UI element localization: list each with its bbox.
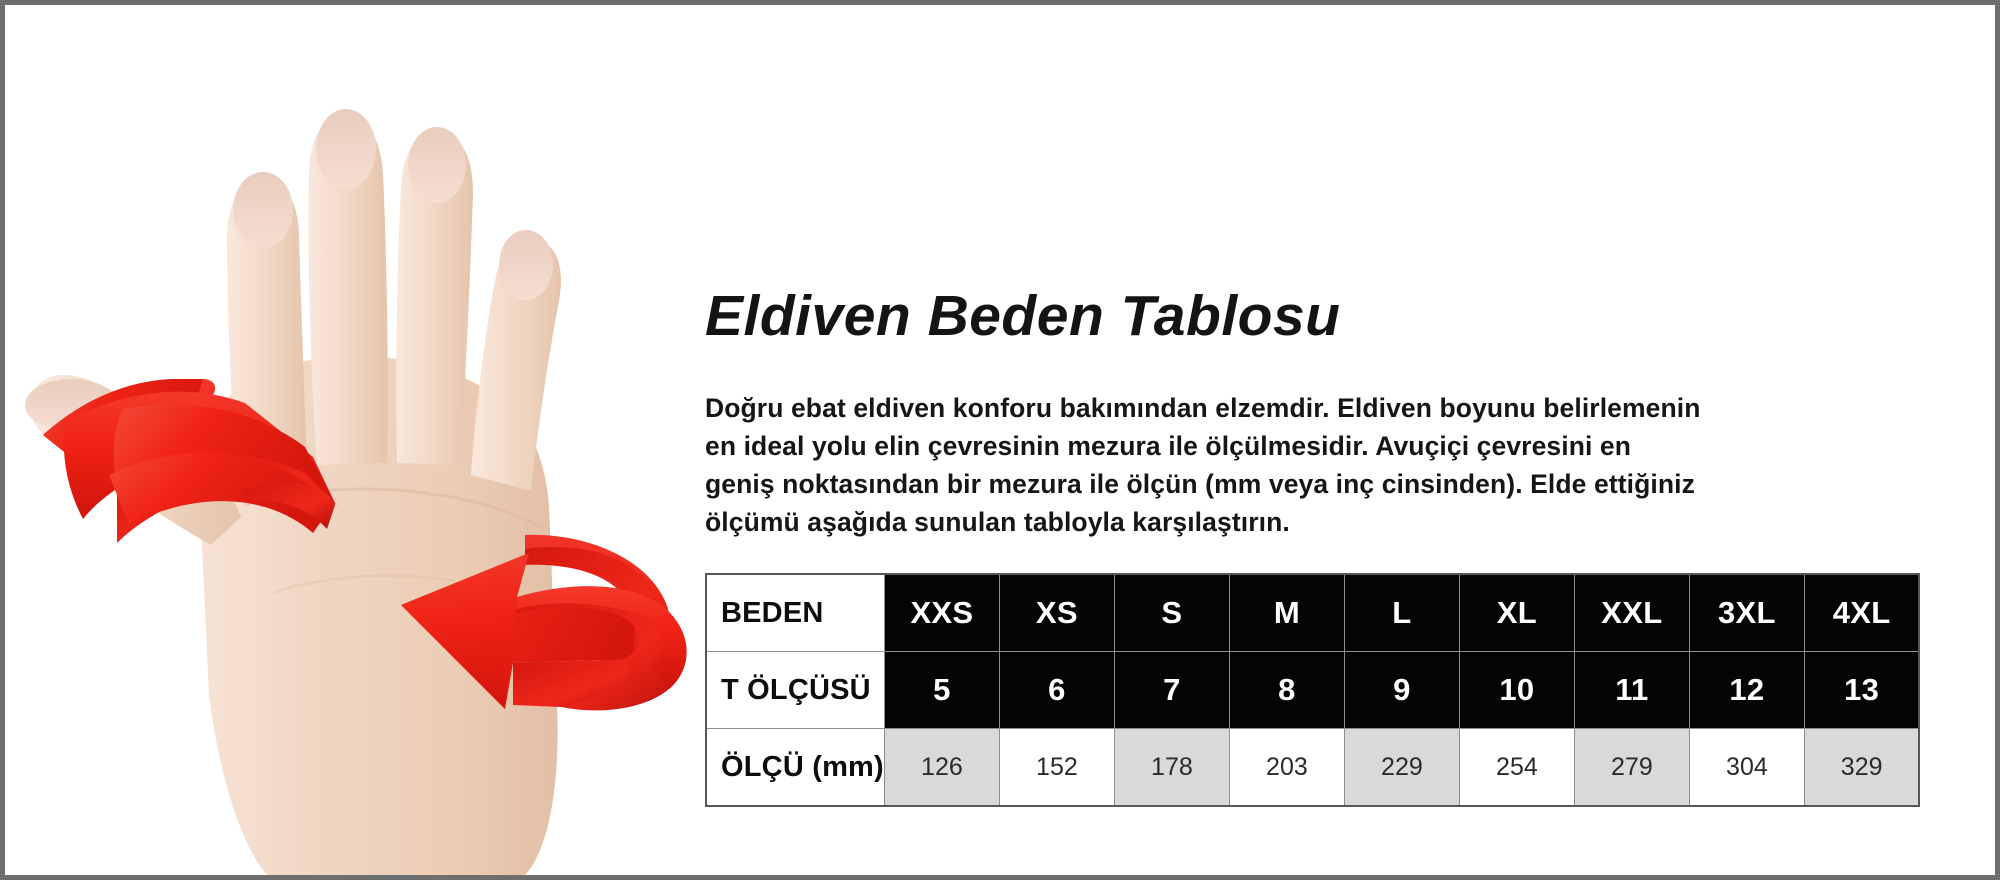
cell-t-olcusu-8: 13 — [1803, 651, 1920, 729]
content-panel: Eldiven Beden Tablosu Doğru ebat eldiven… — [705, 5, 1935, 875]
row-label-olcu-mm: ÖLÇÜ (mm) — [705, 728, 885, 807]
cell-olcu-6: 279 — [1573, 728, 1690, 807]
cell-beden-8: 4XL — [1803, 573, 1920, 652]
table-row-t-olcusu: T ÖLÇÜSÜ 5 6 7 8 9 10 11 12 13 — [705, 651, 1920, 729]
glove-size-table: BEDEN XXS XS S M L XL XXL 3XL 4XL T ÖLÇÜ… — [705, 573, 1921, 807]
cell-beden-0: XXS — [883, 573, 1000, 652]
cell-t-olcusu-6: 11 — [1573, 651, 1690, 729]
cell-t-olcusu-2: 7 — [1113, 651, 1230, 729]
cell-beden-2: S — [1113, 573, 1230, 652]
cell-olcu-2: 178 — [1113, 728, 1230, 807]
cell-beden-6: XXL — [1573, 573, 1690, 652]
cell-t-olcusu-7: 12 — [1688, 651, 1805, 729]
hand-with-red-measuring-arrow-icon — [25, 109, 687, 875]
size-table-body: BEDEN XXS XS S M L XL XXL 3XL 4XL T ÖLÇÜ… — [705, 573, 1920, 807]
row-label-t-olcusu: T ÖLÇÜSÜ — [705, 651, 885, 729]
red-arrow-blade — [109, 452, 331, 533]
cell-beden-5: XL — [1458, 573, 1575, 652]
hand-illustration — [5, 5, 695, 875]
red-arrow-head — [401, 553, 687, 711]
cell-olcu-0: 126 — [883, 728, 1000, 807]
table-row-beden: BEDEN XXS XS S M L XL XXL 3XL 4XL — [705, 573, 1920, 652]
cell-t-olcusu-0: 5 — [883, 651, 1000, 729]
cell-t-olcusu-5: 10 — [1458, 651, 1575, 729]
cell-beden-3: M — [1228, 573, 1345, 652]
table-row-olcu-mm: ÖLÇÜ (mm) 126 152 178 203 229 254 279 30… — [705, 728, 1920, 807]
cell-beden-1: XS — [998, 573, 1115, 652]
cell-olcu-8: 329 — [1803, 728, 1920, 807]
page-title: Eldiven Beden Tablosu — [705, 284, 1341, 349]
cell-olcu-5: 254 — [1458, 728, 1575, 807]
intro-paragraph: Doğru ebat eldiven konforu bakımından el… — [705, 392, 1701, 537]
cell-olcu-4: 229 — [1343, 728, 1460, 807]
cell-olcu-3: 203 — [1228, 728, 1345, 807]
cell-beden-4: L — [1343, 573, 1460, 652]
cell-t-olcusu-3: 8 — [1228, 651, 1345, 729]
cell-t-olcusu-4: 9 — [1343, 651, 1460, 729]
cell-beden-7: 3XL — [1688, 573, 1805, 652]
row-label-beden: BEDEN — [705, 573, 885, 652]
cell-t-olcusu-1: 6 — [998, 651, 1115, 729]
cell-olcu-7: 304 — [1688, 728, 1805, 807]
cell-olcu-1: 152 — [998, 728, 1115, 807]
red-arrow-tip — [241, 482, 335, 529]
